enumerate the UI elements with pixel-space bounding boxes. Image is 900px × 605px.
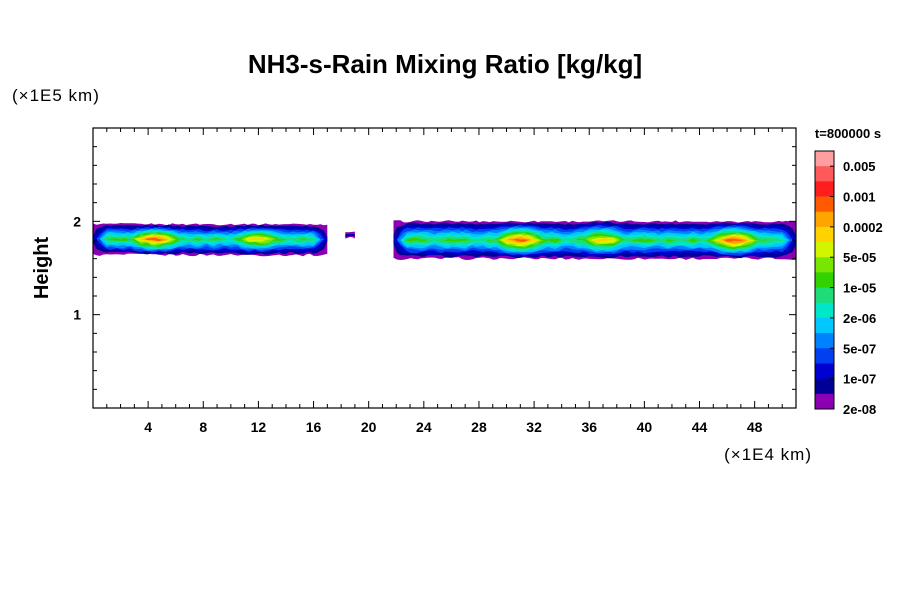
x-tick-label: 4 — [144, 419, 152, 435]
colorbar-swatch — [815, 151, 834, 167]
contour-band — [345, 233, 355, 237]
colorbar-swatch — [815, 272, 834, 289]
contour-band — [93, 236, 328, 242]
colorbar-label: 1e-05 — [843, 281, 876, 296]
colorbar-swatch — [815, 317, 834, 334]
time-label: t=800000 s — [815, 126, 881, 141]
y-scale-label: (×1E5 km) — [12, 86, 100, 105]
chart-title: NH3-s-Rain Mixing Ratio [kg/kg] — [248, 49, 642, 79]
colorbar-swatch — [815, 348, 834, 364]
x-tick-label: 36 — [581, 419, 597, 435]
cloud-field — [93, 220, 796, 260]
colorbar-swatch — [815, 242, 834, 258]
colorbar: 0.005 0.001 0.0002 5e-05 1e-05 2e-06 5e-07 1e-0… — [814, 150, 883, 417]
colorbar-label: 0.005 — [843, 159, 876, 174]
y-axis-label: Height — [31, 237, 53, 300]
y-tick-label: 1 — [73, 307, 81, 323]
plot-frame — [92, 127, 797, 409]
x-tick-label: 16 — [306, 419, 322, 435]
x-tick-label: 48 — [747, 419, 763, 435]
colorbar-swatch — [815, 333, 834, 349]
x-tick-label: 12 — [251, 419, 267, 435]
colorbar-swatch — [815, 302, 834, 319]
colorbar-label: 2e-08 — [843, 402, 876, 417]
x-scale-label: (×1E4 km) — [724, 445, 812, 464]
x-tick-label: 32 — [526, 419, 542, 435]
colorbar-swatch — [815, 393, 834, 410]
x-tick-label: 28 — [471, 419, 487, 435]
colorbar-swatch — [815, 378, 834, 395]
x-tick-label: 44 — [692, 419, 708, 435]
colorbar-swatch — [815, 211, 834, 228]
contour-band — [93, 238, 328, 242]
colorbar-swatch — [815, 257, 834, 273]
x-tick-label: 24 — [416, 419, 432, 435]
colorbar-label: 5e-07 — [843, 341, 876, 356]
colorbar-label: 0.0002 — [843, 220, 883, 235]
x-tick-label: 40 — [637, 419, 653, 435]
colorbar-swatch — [815, 287, 834, 304]
colorbar-swatch — [815, 166, 834, 182]
colorbar-swatch — [815, 363, 834, 380]
colorbar-label: 2e-06 — [843, 311, 876, 326]
colorbar-swatch — [815, 226, 834, 243]
colorbar-swatch — [815, 181, 834, 198]
colorbar-swatch — [815, 196, 834, 213]
colorbar-frame — [814, 150, 835, 410]
x-tick-label: 8 — [199, 419, 207, 435]
contour-band — [393, 235, 796, 245]
colorbar-label: 0.001 — [843, 190, 876, 205]
y-tick-label: 2 — [73, 213, 81, 229]
colorbar-label: 1e-07 — [843, 372, 876, 387]
colorbar-label: 5e-05 — [843, 250, 876, 265]
x-tick-label: 20 — [361, 419, 377, 435]
